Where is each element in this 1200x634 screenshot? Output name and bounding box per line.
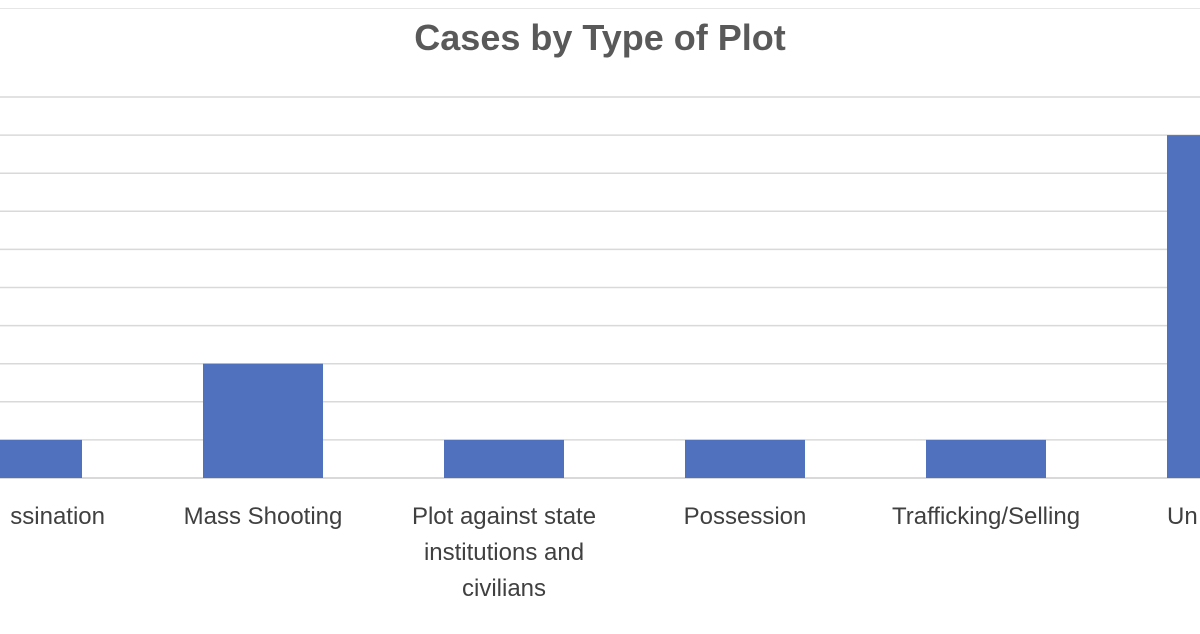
bars bbox=[0, 135, 1200, 478]
chart-top-border bbox=[0, 8, 1200, 9]
category-label: ssination bbox=[10, 503, 105, 530]
category-label: civilians bbox=[462, 575, 546, 602]
category-label: Un bbox=[1167, 503, 1198, 530]
bar bbox=[444, 439, 564, 478]
category-label: Mass Shooting bbox=[184, 503, 343, 530]
chart-title: Cases by Type of Plot bbox=[414, 17, 785, 58]
category-label: institutions and bbox=[424, 539, 584, 566]
category-label: Trafficking/Selling bbox=[892, 503, 1080, 530]
bar bbox=[926, 439, 1046, 478]
category-labels: ssination Mass Shooting Plot against state… bbox=[10, 503, 1197, 602]
bar bbox=[685, 439, 805, 478]
gridlines bbox=[0, 96, 1200, 479]
category-label: Possession bbox=[684, 503, 807, 530]
bar bbox=[0, 439, 82, 478]
category-label: Plot against state bbox=[412, 503, 596, 530]
bar bbox=[203, 363, 323, 478]
bar bbox=[1167, 135, 1200, 478]
